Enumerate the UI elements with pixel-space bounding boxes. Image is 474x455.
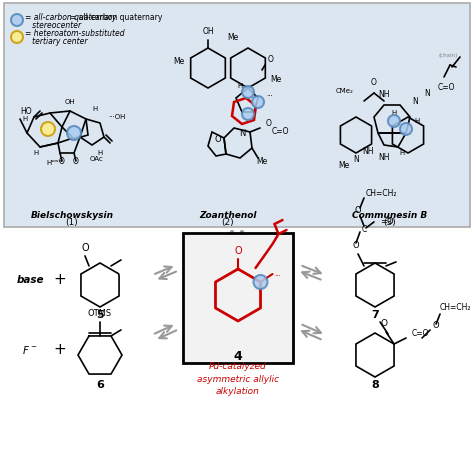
Text: C: C: [361, 225, 366, 234]
Text: C=O: C=O: [438, 82, 456, 91]
Text: HO: HO: [20, 106, 32, 116]
Text: O: O: [73, 157, 79, 166]
Text: O: O: [432, 322, 438, 330]
Text: N: N: [412, 96, 418, 106]
Text: Me: Me: [256, 157, 267, 167]
FancyBboxPatch shape: [183, 233, 293, 363]
Text: 8: 8: [371, 380, 379, 390]
Circle shape: [67, 126, 81, 140]
Text: ···: ···: [266, 93, 273, 99]
Text: +: +: [54, 273, 66, 288]
Text: Me: Me: [339, 161, 350, 170]
Text: $F^-$: $F^-$: [22, 344, 38, 356]
Text: Me: Me: [270, 76, 281, 85]
Text: 7: 7: [371, 310, 379, 320]
Text: (1): (1): [65, 218, 78, 227]
Text: 6: 6: [96, 380, 104, 390]
Text: O: O: [234, 246, 242, 256]
Circle shape: [400, 123, 412, 135]
Text: H: H: [414, 118, 419, 124]
Text: N: N: [353, 155, 359, 163]
Text: NH: NH: [378, 90, 390, 99]
Text: O: O: [266, 120, 272, 128]
Text: Bielschowskysin: Bielschowskysin: [30, 211, 113, 220]
Text: Me: Me: [228, 33, 238, 42]
Circle shape: [11, 14, 23, 26]
Text: OTMS: OTMS: [88, 309, 112, 318]
Circle shape: [242, 86, 254, 98]
Text: Pd-catalyzed
asymmetric allylic
alkylation: Pd-catalyzed asymmetric allylic alkylati…: [197, 362, 279, 396]
Text: (chain): (chain): [438, 52, 457, 57]
Text: H: H: [97, 150, 103, 156]
Text: OAc: OAc: [90, 156, 104, 162]
Text: Zoanthenol: Zoanthenol: [199, 211, 257, 220]
Text: OH: OH: [64, 99, 75, 105]
Text: ···: ···: [274, 273, 281, 279]
Text: H: H: [237, 83, 243, 89]
Text: N: N: [239, 130, 245, 138]
Text: H: H: [392, 110, 397, 116]
Circle shape: [388, 115, 400, 127]
Text: 4: 4: [234, 350, 242, 364]
Text: = heteroatom-substituted: = heteroatom-substituted: [25, 30, 125, 39]
Circle shape: [252, 96, 264, 108]
Text: N: N: [424, 89, 430, 97]
Text: (3): (3): [383, 218, 396, 227]
Circle shape: [11, 31, 23, 43]
Text: stereocenter: stereocenter: [25, 20, 81, 30]
Text: O: O: [59, 157, 65, 166]
Text: = all-carbon quaternary: = all-carbon quaternary: [25, 12, 117, 21]
Text: O: O: [81, 243, 89, 253]
Text: tertiary center: tertiary center: [25, 37, 88, 46]
Text: H: H: [92, 106, 97, 112]
Text: Communesin B: Communesin B: [352, 211, 428, 220]
Text: O: O: [268, 56, 274, 65]
Text: C=O: C=O: [272, 127, 290, 136]
Text: +: +: [54, 343, 66, 358]
Text: NH: NH: [362, 147, 374, 156]
Text: 5: 5: [96, 310, 104, 320]
Circle shape: [254, 275, 267, 289]
Text: CH=CH₂: CH=CH₂: [440, 303, 472, 313]
Text: O: O: [371, 78, 377, 87]
Text: O: O: [353, 242, 359, 250]
Text: =O: =O: [380, 217, 393, 227]
Text: O: O: [215, 136, 221, 145]
Text: H: H: [22, 116, 27, 122]
Text: OH: OH: [202, 27, 214, 36]
Circle shape: [41, 122, 55, 136]
Text: O: O: [381, 319, 388, 329]
Text: C=O: C=O: [412, 329, 429, 339]
Text: CMe₂: CMe₂: [336, 88, 354, 94]
Text: ···OH: ···OH: [108, 114, 126, 120]
Text: base: base: [16, 275, 44, 285]
Text: Me: Me: [174, 57, 185, 66]
Text: = all-carbon quaternary: = all-carbon quaternary: [70, 12, 163, 21]
Text: H: H: [400, 150, 405, 156]
FancyBboxPatch shape: [4, 3, 470, 227]
Text: CH=CH₂: CH=CH₂: [366, 189, 398, 198]
Text: H: H: [33, 150, 38, 156]
Text: (2): (2): [222, 218, 234, 227]
Text: O: O: [355, 207, 361, 216]
Circle shape: [242, 108, 254, 120]
Text: NH: NH: [379, 153, 390, 162]
Text: Hʷʷʷ: Hʷʷʷ: [46, 160, 62, 166]
